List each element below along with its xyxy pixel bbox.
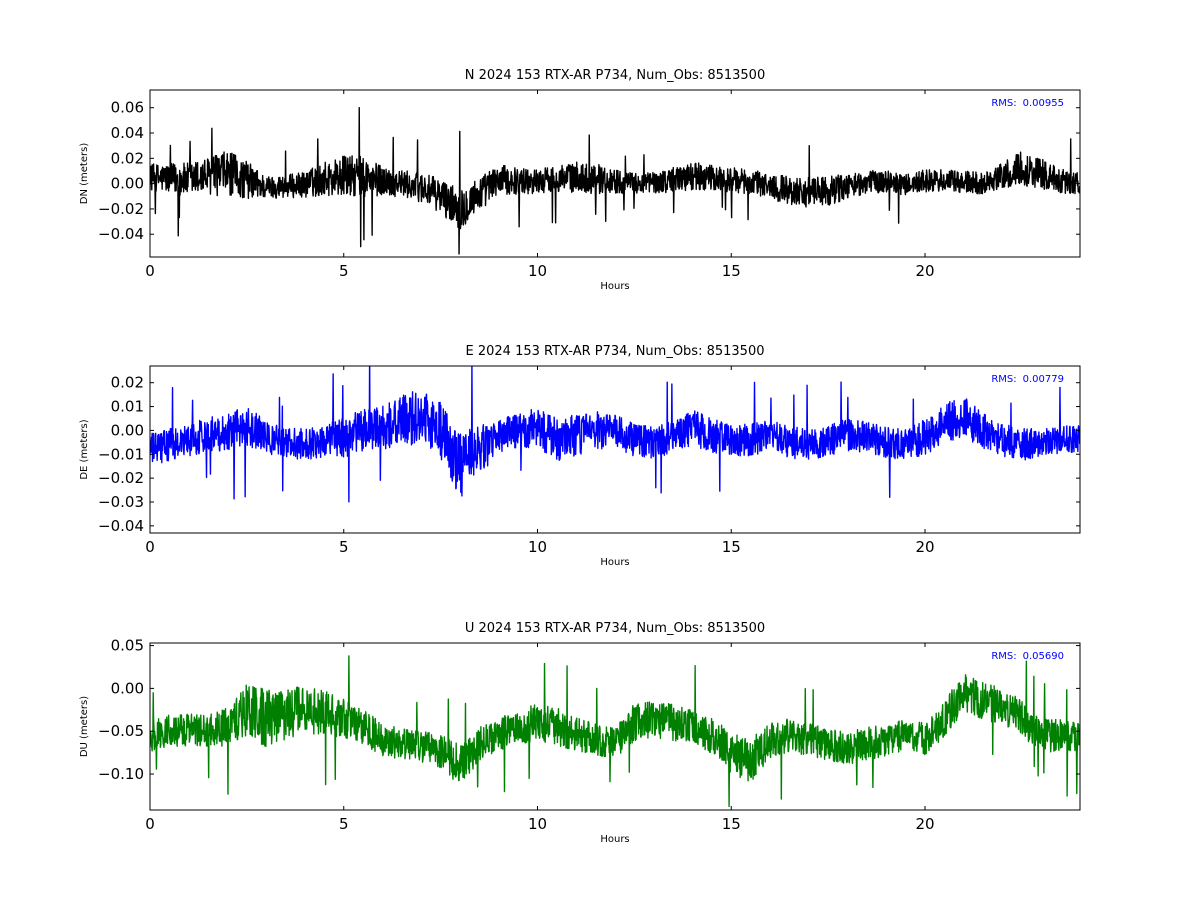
north-rms-label: RMS:: [991, 98, 1016, 109]
east-axes-frame: [149, 365, 1081, 534]
east-series-line: [150, 366, 1080, 503]
up-y-tick-label: 0.05: [111, 637, 144, 655]
east-x-tick-label: 20: [915, 538, 934, 556]
north-y-tick-label: −0.04: [98, 225, 144, 243]
east-y-tick-label: 0.00: [111, 421, 144, 439]
east-rms-annotation: RMS: 0.00779: [991, 374, 1064, 385]
east-rms-value: 0.00779: [1023, 374, 1064, 385]
north-x-tick-label: 20: [915, 262, 934, 280]
up-y-tick-label: 0.00: [111, 679, 144, 697]
east-panel: E 2024 153 RTX-AR P734, Num_Obs: 8513500…: [79, 344, 1081, 568]
up-x-tick-label: 5: [339, 815, 349, 833]
north-x-tick-label: 10: [528, 262, 547, 280]
north-y-axis-label: DN (meters): [79, 143, 90, 205]
up-x-tick-label: 20: [915, 815, 934, 833]
north-panel: N 2024 153 RTX-AR P734, Num_Obs: 8513500…: [79, 68, 1081, 292]
east-x-tick-label: 5: [339, 538, 349, 556]
up-rms-label: RMS:: [991, 651, 1016, 662]
north-panel-title: N 2024 153 RTX-AR P734, Num_Obs: 8513500: [465, 68, 765, 83]
north-x-tick-label: 5: [339, 262, 349, 280]
east-panel-title: E 2024 153 RTX-AR P734, Num_Obs: 8513500: [466, 344, 765, 359]
up-x-tick-label: 10: [528, 815, 547, 833]
east-x-tick-label: 0: [145, 538, 155, 556]
north-x-axis-label: Hours: [600, 281, 629, 292]
north-series-line: [150, 106, 1080, 255]
east-y-tick-label: 0.02: [111, 374, 144, 392]
up-rms-value: 0.05690: [1023, 651, 1064, 662]
east-y-axis-label: DE (meters): [79, 419, 90, 479]
east-rms-label: RMS:: [991, 374, 1016, 385]
up-y-tick-label: −0.05: [98, 722, 144, 740]
up-panel: U 2024 153 RTX-AR P734, Num_Obs: 8513500…: [79, 621, 1081, 845]
east-y-tick-label: −0.01: [98, 445, 144, 463]
up-y-axis-label: DU (meters): [79, 696, 90, 757]
north-rms-value: 0.00955: [1023, 98, 1064, 109]
up-series-line: [150, 655, 1080, 808]
east-x-tick-label: 15: [722, 538, 741, 556]
north-y-tick-label: −0.02: [98, 200, 144, 218]
east-y-tick-label: −0.03: [98, 493, 144, 511]
north-x-tick-label: 0: [145, 262, 155, 280]
up-x-tick-label: 15: [722, 815, 741, 833]
north-axes-frame: [149, 89, 1081, 258]
north-rms-annotation: RMS: 0.00955: [991, 98, 1064, 109]
east-y-tick-label: −0.04: [98, 517, 144, 535]
north-y-tick-label: 0.04: [111, 124, 144, 142]
north-y-tick-label: 0.06: [111, 99, 144, 117]
up-x-axis-label: Hours: [600, 834, 629, 845]
north-x-tick-label: 15: [722, 262, 741, 280]
north-y-tick-label: 0.00: [111, 175, 144, 193]
up-y-tick-label: −0.10: [98, 765, 144, 783]
east-x-tick-label: 10: [528, 538, 547, 556]
east-y-tick-label: −0.02: [98, 469, 144, 487]
up-rms-annotation: RMS: 0.05690: [991, 651, 1064, 662]
east-x-axis-label: Hours: [600, 557, 629, 568]
up-panel-title: U 2024 153 RTX-AR P734, Num_Obs: 8513500: [465, 621, 765, 636]
up-x-tick-label: 0: [145, 815, 155, 833]
east-y-tick-label: 0.01: [111, 398, 144, 416]
up-axes-frame: [149, 642, 1081, 811]
north-y-tick-label: 0.02: [111, 149, 144, 167]
